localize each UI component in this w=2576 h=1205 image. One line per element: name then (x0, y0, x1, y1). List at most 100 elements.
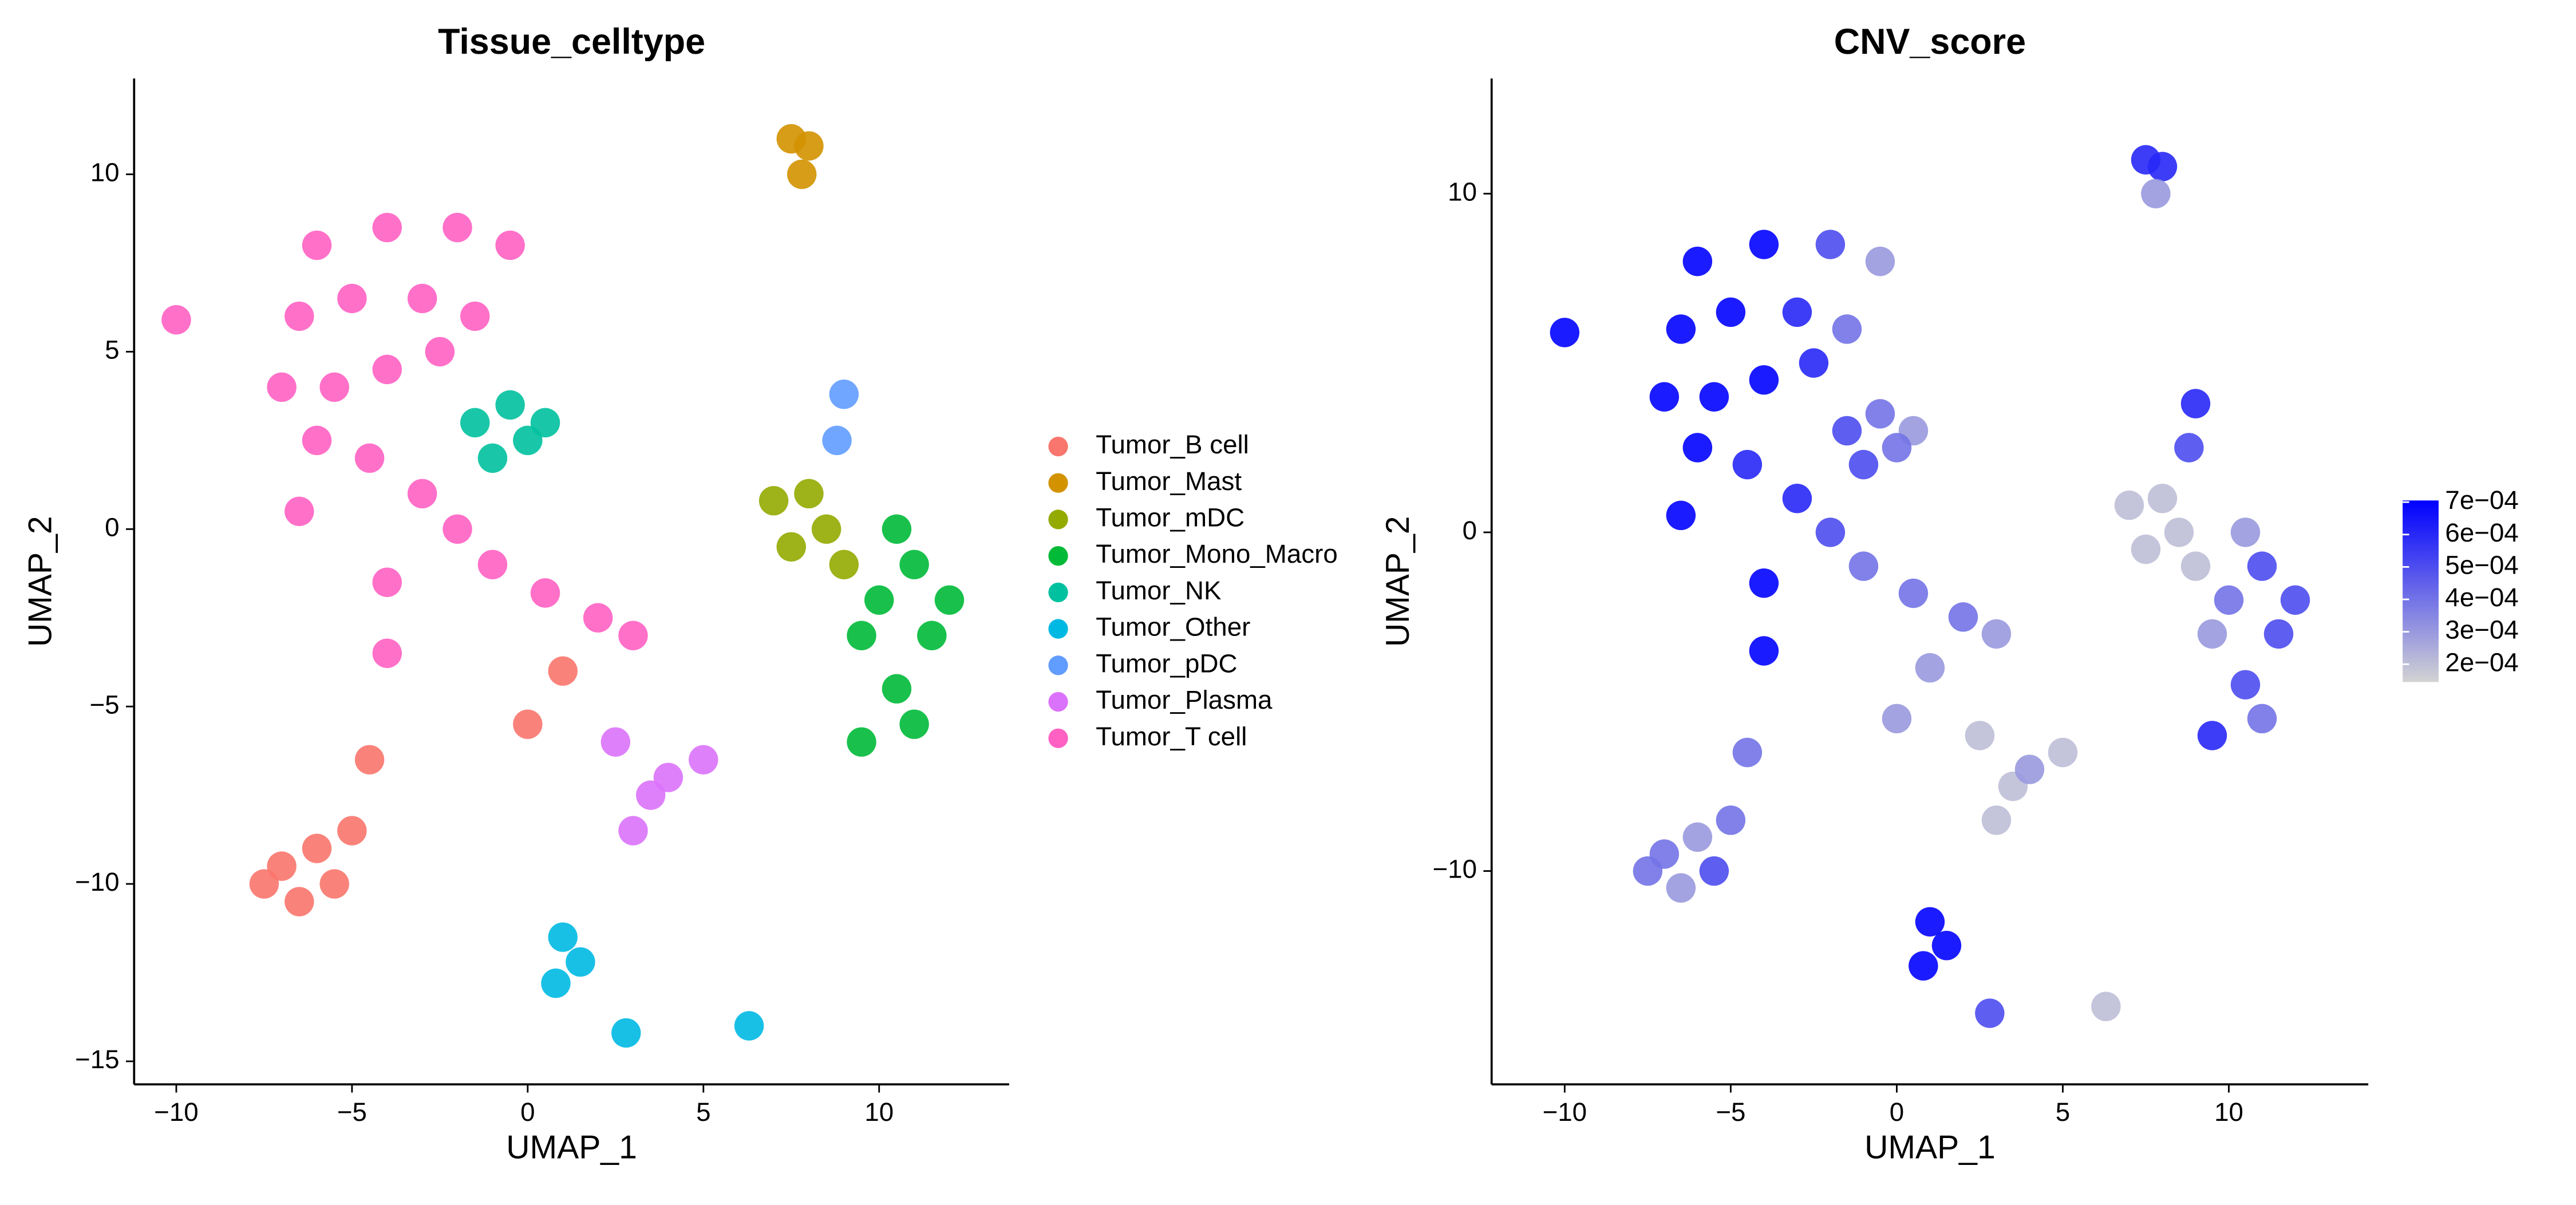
point (566, 947, 595, 977)
y-tick-label: −5 (89, 690, 119, 719)
point (899, 709, 929, 739)
legend-label: Tumor_Mono_Macro (1096, 539, 1337, 568)
colorbar-label: 5e−04 (2445, 550, 2518, 579)
legend-label: Tumor_pDC (1096, 649, 1237, 678)
point (2214, 585, 2244, 615)
point (829, 550, 859, 579)
point (1915, 907, 1945, 937)
point (1815, 517, 1846, 547)
point (319, 372, 349, 402)
point (1716, 805, 1746, 835)
point (302, 833, 332, 863)
x-tick-label: 5 (2056, 1097, 2070, 1127)
point (2180, 389, 2211, 418)
point (1815, 230, 1846, 259)
point (794, 131, 824, 161)
chart-title: CNV_score (1834, 22, 2026, 62)
point (477, 550, 508, 579)
point (548, 922, 578, 952)
point (1666, 314, 1696, 344)
point (1882, 704, 1912, 734)
point (1975, 998, 2005, 1028)
point (794, 479, 824, 509)
point (734, 1011, 764, 1041)
point (2230, 517, 2261, 547)
y-tick-label: 0 (105, 512, 119, 542)
legend-marker (1048, 436, 1068, 457)
point (495, 390, 525, 420)
y-axis-label: UMAP_2 (1380, 516, 1416, 647)
point (530, 578, 560, 608)
point (1682, 246, 1713, 276)
x-tick-label: −5 (337, 1097, 367, 1127)
point (758, 485, 789, 516)
point (541, 968, 571, 998)
point (2197, 721, 2227, 750)
point (2230, 670, 2261, 700)
y-tick-label: 10 (1448, 177, 1477, 206)
point (442, 514, 472, 544)
point (372, 354, 402, 385)
point (2164, 517, 2194, 547)
point (407, 283, 437, 314)
point (2180, 551, 2211, 581)
point (2114, 490, 2144, 520)
point (1865, 399, 1895, 429)
point (477, 443, 508, 473)
y-tick-label: 5 (105, 335, 119, 364)
point (337, 816, 367, 846)
point (2147, 152, 2178, 181)
chart-title: Tissue_celltype (438, 22, 705, 62)
point (337, 283, 367, 314)
point (776, 532, 806, 562)
x-tick-label: −5 (1716, 1097, 1745, 1127)
colorbar-label: 2e−04 (2445, 647, 2518, 677)
colorbar-label: 6e−04 (2445, 518, 2518, 547)
point (1699, 856, 1729, 886)
colorbar-label: 3e−04 (2445, 615, 2518, 645)
point (2247, 551, 2277, 581)
point (354, 443, 385, 473)
x-tick-label: 10 (2214, 1097, 2243, 1127)
point (1965, 721, 1995, 750)
x-axis-label: UMAP_1 (1864, 1129, 1996, 1166)
point (285, 301, 314, 331)
point (161, 305, 191, 335)
legend-label: Tumor_Other (1096, 613, 1250, 642)
point (1882, 433, 1912, 463)
point (2197, 619, 2227, 649)
point (548, 656, 578, 686)
point (495, 230, 525, 260)
legend-marker (1048, 692, 1068, 712)
point (618, 816, 648, 846)
point (1732, 449, 1763, 480)
x-axis-label: UMAP_1 (506, 1129, 637, 1166)
x-tick-label: −10 (154, 1097, 199, 1127)
point (2147, 484, 2178, 513)
point (1909, 951, 1938, 981)
point (934, 585, 965, 615)
point (1633, 856, 1663, 886)
legend-label: Tumor_Mast (1096, 467, 1242, 496)
point (1550, 318, 1580, 347)
legend-label: Tumor_B cell (1096, 430, 1249, 459)
y-tick-label: −15 (75, 1045, 120, 1074)
point (1832, 416, 1862, 446)
legend-marker (1048, 509, 1068, 530)
y-tick-label: 0 (1463, 516, 1477, 545)
point (1915, 653, 1945, 683)
point (1682, 822, 1713, 852)
point (1848, 551, 1879, 581)
point (847, 621, 876, 650)
point (2048, 737, 2078, 768)
point (1649, 382, 1680, 412)
point (653, 762, 683, 792)
point (513, 425, 543, 456)
y-tick-label: −10 (75, 867, 120, 896)
legend-marker (1048, 655, 1068, 675)
point (822, 425, 852, 456)
colorbar (2403, 500, 2439, 682)
point (249, 869, 279, 899)
point (1749, 568, 1779, 598)
